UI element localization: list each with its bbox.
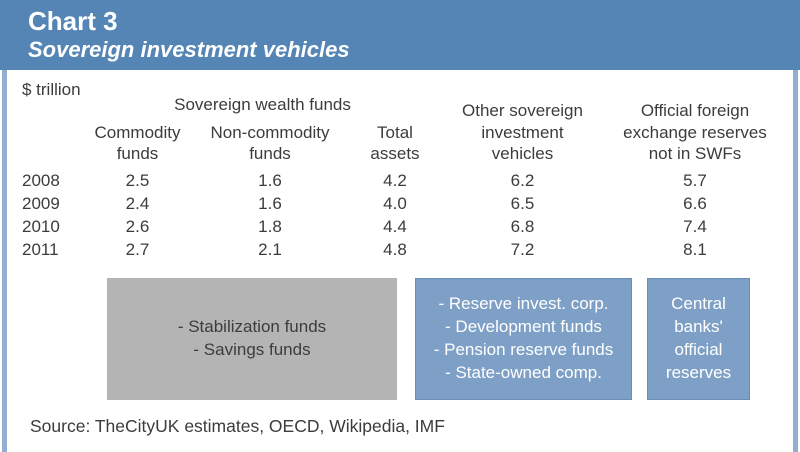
cell-non-commodity: 1.6 bbox=[258, 194, 282, 213]
row-year: 2009 bbox=[22, 194, 60, 213]
cell-commodity: 2.4 bbox=[125, 194, 150, 213]
cell-commodity: 2.5 bbox=[125, 171, 150, 190]
cell-other-siv: 7.2 bbox=[510, 240, 535, 259]
group-header-swf: Sovereign wealth funds bbox=[174, 95, 351, 114]
cell-fx-reserves: 7.4 bbox=[683, 217, 707, 236]
cell-fx-reserves: 8.1 bbox=[683, 240, 707, 259]
source-note: Source: TheCityUK estimates, OECD, Wikip… bbox=[30, 416, 445, 436]
table-row-2008: 2008 2.5 1.6 4.2 6.2 5.7 bbox=[15, 169, 785, 192]
chart-subtitle: Sovereign investment vehicles bbox=[28, 37, 350, 62]
cell-total-assets: 4.8 bbox=[383, 240, 407, 259]
frame-border-left bbox=[2, 70, 7, 452]
chart-title: Chart 3 bbox=[28, 6, 118, 36]
annotation-box-swf-types: - Stabilization funds - Savings funds bbox=[107, 278, 397, 400]
cell-total-assets: 4.0 bbox=[383, 194, 407, 213]
cell-commodity: 2.6 bbox=[125, 217, 150, 236]
cell-other-siv: 6.8 bbox=[510, 217, 535, 236]
cell-other-siv: 6.2 bbox=[510, 171, 535, 190]
row-year: 2011 bbox=[22, 240, 59, 259]
column-header-non-commodity-funds: Non-commodity funds bbox=[210, 122, 330, 163]
table-header: Sovereign wealth funds Commodity funds N… bbox=[15, 93, 785, 169]
annotation-box-other-siv-types: - Reserve invest. corp. - Development fu… bbox=[415, 278, 632, 400]
table-row-2009: 2009 2.4 1.6 4.0 6.5 6.6 bbox=[15, 192, 785, 215]
cell-non-commodity: 2.1 bbox=[258, 240, 282, 259]
cell-total-assets: 4.4 bbox=[383, 217, 407, 236]
cell-total-assets: 4.2 bbox=[383, 171, 407, 190]
cell-other-siv: 6.5 bbox=[510, 194, 535, 213]
unit-label: $ trillion bbox=[22, 80, 81, 99]
cell-commodity: 2.7 bbox=[125, 240, 150, 259]
column-header-fx-reserves: Official foreign exchange reserves not i… bbox=[623, 101, 767, 163]
row-year: 2008 bbox=[22, 171, 60, 190]
annotation-box-central-bank-reserves: Central banks' official reserves bbox=[647, 278, 750, 400]
cell-non-commodity: 1.6 bbox=[258, 171, 282, 190]
cell-fx-reserves: 5.7 bbox=[683, 171, 707, 190]
cell-fx-reserves: 6.6 bbox=[683, 194, 707, 213]
chart-titlebar: Chart 3 Sovereign investment vehicles bbox=[0, 0, 800, 70]
column-header-other-siv: Other sovereign investment vehicles bbox=[462, 101, 583, 163]
column-header-commodity-funds: Commodity funds bbox=[94, 122, 181, 163]
column-header-total-assets: Total assets bbox=[370, 122, 420, 163]
table-row-2010: 2010 2.6 1.8 4.4 6.8 7.4 bbox=[15, 215, 785, 238]
row-year: 2010 bbox=[22, 217, 60, 236]
data-table: Sovereign wealth funds Commodity funds N… bbox=[15, 93, 785, 261]
frame-border-right bbox=[793, 70, 798, 452]
cell-non-commodity: 1.8 bbox=[258, 217, 282, 236]
table-row-2011: 2011 2.7 2.1 4.8 7.2 8.1 bbox=[15, 238, 785, 261]
